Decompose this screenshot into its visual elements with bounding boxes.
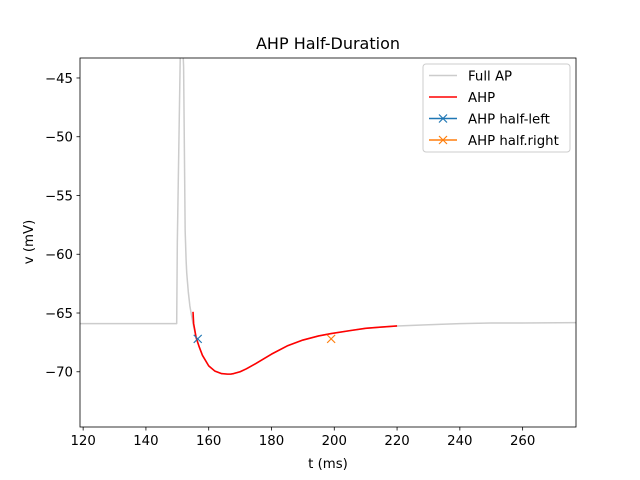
legend-label-full-ap: Full AP [468,69,512,84]
series-ahp-line [192,311,398,375]
legend: Full AP AHP AHP half-left AHP half.right [422,63,571,153]
x-tick-label: 160 [196,434,221,449]
legend-marker-ahp-half-left [438,114,448,123]
legend-box [422,63,571,153]
marker-layer [193,334,336,344]
y-tick-label: −65 [45,307,73,322]
x-tick-label: 220 [384,434,409,449]
y-axis: −45 −50 −55 −60 −65 −70 [45,72,80,381]
legend-label-ahp: AHP [468,91,495,106]
y-tick-label: −50 [45,131,73,146]
x-tick-label: 180 [259,434,284,449]
x-tick-label: 120 [70,434,95,449]
x-axis-label: t (ms) [308,457,348,472]
x-tick-label: 260 [510,434,535,449]
x-tick-label: 140 [133,434,158,449]
x-axis: 120 140 160 180 200 220 240 260 [70,427,535,449]
series-ahp-half-left-marker [193,334,203,344]
legend-marker-ahp-half-right [438,135,448,145]
y-axis-label: v (mV) [22,220,37,265]
chart-title: AHP Half-Duration [256,34,400,53]
y-tick-label: −70 [45,366,73,381]
y-tick-label: −60 [45,248,73,263]
legend-label-ahp-half-right: AHP half.right [468,134,559,149]
plot-frame [79,57,577,428]
series-layer [80,58,576,375]
legend-label-ahp-half-left: AHP half-left [468,112,550,127]
y-tick-label: −55 [45,189,73,204]
x-tick-label: 240 [447,434,472,449]
series-ahp-half-right-marker [326,334,336,344]
y-tick-label: −45 [45,72,73,87]
x-tick-label: 200 [322,434,347,449]
